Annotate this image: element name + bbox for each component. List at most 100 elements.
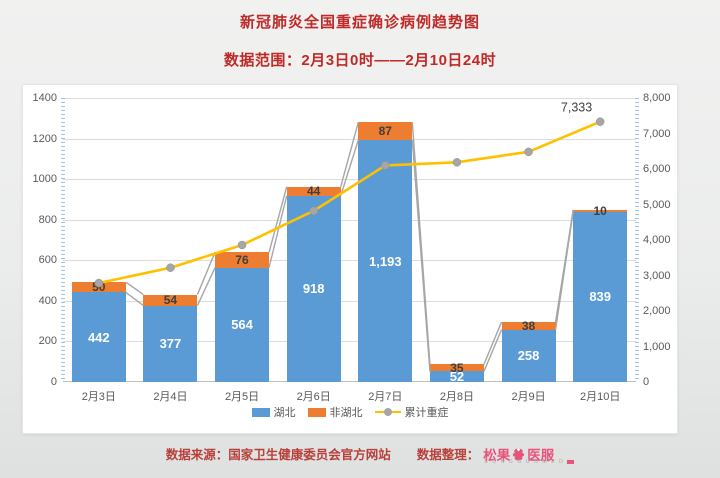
legend-line-dot	[383, 408, 392, 416]
chart-panel: 442 50 377 54 564 76 918 44 1,193 87 52 35 258 38 839 1…	[22, 84, 678, 434]
bar-value-label: 44	[307, 184, 321, 199]
left-axis-tick-label: 200	[38, 335, 57, 348]
legend: 湖北 非湖北 累计重症	[23, 404, 677, 420]
brand-subtext: S O N G G U O M E D	[484, 459, 575, 465]
hubei-bar-segment: 839	[573, 211, 628, 382]
brand-suffix: 医服	[527, 448, 555, 463]
left-axis-tick-label: 1400	[32, 92, 57, 104]
line-marker	[524, 147, 533, 157]
left-axis-tick-label: 1200	[32, 132, 57, 145]
legend-line-marker	[374, 407, 401, 417]
pinecone-icon	[513, 447, 525, 460]
right-axis-tick-label: 2,000	[643, 305, 671, 317]
bar-value-label: 564	[231, 317, 253, 333]
x-axis-label: 2月3日	[81, 391, 116, 403]
x-axis-line	[63, 381, 636, 382]
bar-value-label: 839	[589, 289, 612, 305]
x-axis-label: 2月10日	[580, 391, 621, 403]
series-connector-line	[411, 139, 431, 372]
right-axis-tick-label: 0	[643, 376, 650, 388]
left-axis-tick-label: 600	[38, 254, 57, 267]
hubei-bar-segment: 442	[71, 292, 126, 382]
hubei-bar-segment: 258	[501, 329, 556, 382]
bar-value-label: 258	[517, 348, 540, 364]
right-axis-tick-label: 4,000	[643, 234, 671, 246]
gridline	[63, 260, 636, 262]
brand-logo: 松果 医服 S O N G G U O M E D	[483, 444, 575, 465]
series-connector-line	[483, 329, 503, 372]
brand-prefix: 松果	[483, 448, 511, 463]
series-connector-line	[411, 122, 431, 365]
bar-value-label: 87	[378, 124, 392, 139]
compiled-by-label: 数据整理：	[416, 448, 480, 462]
series-connector-line	[196, 251, 216, 295]
non-hubei-bar-segment: 54	[143, 293, 198, 308]
bar-value-label: 377	[159, 336, 182, 352]
non-hubei-bar-segment: 44	[286, 184, 341, 199]
right-axis-tick-label: 5,000	[643, 198, 671, 211]
series-connector-line	[340, 139, 359, 196]
bar-value-label: 35	[450, 360, 464, 375]
line-marker	[595, 117, 605, 126]
chart-subtitle: 数据范围：2月3日0时——2月10日24时	[223, 52, 497, 69]
hubei-bar-segment: 377	[143, 305, 198, 382]
line-marker	[237, 240, 247, 250]
bar-value-label: 38	[521, 318, 536, 333]
left-axis-tick-label: 800	[38, 213, 57, 226]
line-point-annotation: 7,333	[561, 101, 592, 115]
series-connector-line	[340, 122, 359, 188]
legend-item-cumulative: 累计重症	[374, 404, 449, 420]
x-axis-label: 2月4日	[153, 391, 188, 403]
hubei-bar-segment: 1,193	[358, 140, 413, 382]
gridline	[63, 98, 636, 99]
x-axis-label: 2月5日	[224, 391, 260, 403]
chart-title: 新冠肺炎全国重症确诊病例趋势图	[239, 14, 480, 31]
hubei-bar-segment: 52	[429, 369, 484, 385]
gridline	[63, 138, 636, 140]
series-connector-line	[554, 209, 574, 323]
bar-value-label: 52	[449, 369, 465, 385]
right-axis-tick-label: 1,000	[643, 340, 671, 353]
x-axis-label: 2月8日	[439, 391, 475, 403]
bar-value-label: 918	[302, 281, 325, 297]
left-axis-tickmarks	[61, 98, 65, 382]
series-connector-line	[125, 281, 144, 296]
x-axis-label: 2月6日	[296, 391, 331, 403]
cumulative-severe-line	[98, 120, 601, 285]
legend-swatch	[251, 407, 270, 417]
data-source-text: 数据来源：国家卫生健康委员会官方网站	[165, 448, 391, 462]
legend-label: 累计重症	[404, 407, 449, 419]
legend-label: 湖北	[273, 407, 296, 419]
right-axis-tick-label: 3,000	[643, 269, 671, 282]
series-connector-line	[268, 195, 288, 268]
non-hubei-bar-segment: 76	[215, 252, 270, 268]
line-marker	[452, 158, 462, 167]
right-axis-tick-label: 8,000	[643, 92, 671, 104]
line-marker	[166, 263, 175, 272]
legend-item-hubei: 湖北	[251, 404, 296, 420]
x-axis-label: 2月7日	[368, 391, 403, 403]
footer: 数据来源：国家卫生健康委员会官方网站 数据整理： 松果 医服 S O N G G…	[0, 444, 720, 465]
x-axis-label: 2月9日	[511, 391, 546, 403]
left-axis-tick-label: 1000	[32, 173, 57, 186]
legend-item-non-hubei: 非湖北	[307, 404, 363, 420]
series-connector-line	[483, 321, 503, 365]
left-axis-tick-label: 400	[38, 294, 57, 307]
gridline	[63, 300, 636, 302]
bar-value-label: 1,193	[369, 253, 402, 269]
hubei-bar-segment: 918	[286, 195, 341, 382]
series-connector-line	[554, 211, 574, 330]
legend-label: 非湖北	[329, 407, 363, 419]
bar-value-label: 54	[163, 293, 178, 308]
bar-value-label: 10	[593, 203, 607, 218]
gridline	[63, 219, 636, 221]
non-hubei-bar-segment: 87	[358, 122, 413, 140]
bar-value-label: 50	[92, 280, 106, 295]
legend-swatch	[307, 407, 326, 417]
non-hubei-bar-segment: 50	[71, 280, 126, 295]
series-connector-line	[196, 267, 216, 306]
hubei-bar-segment: 564	[215, 267, 270, 382]
right-axis-tick-label: 7,000	[643, 127, 671, 140]
plot-area: 442 50 377 54 564 76 918 44 1,193 87 52 35 258 38 839 1…	[63, 98, 636, 385]
